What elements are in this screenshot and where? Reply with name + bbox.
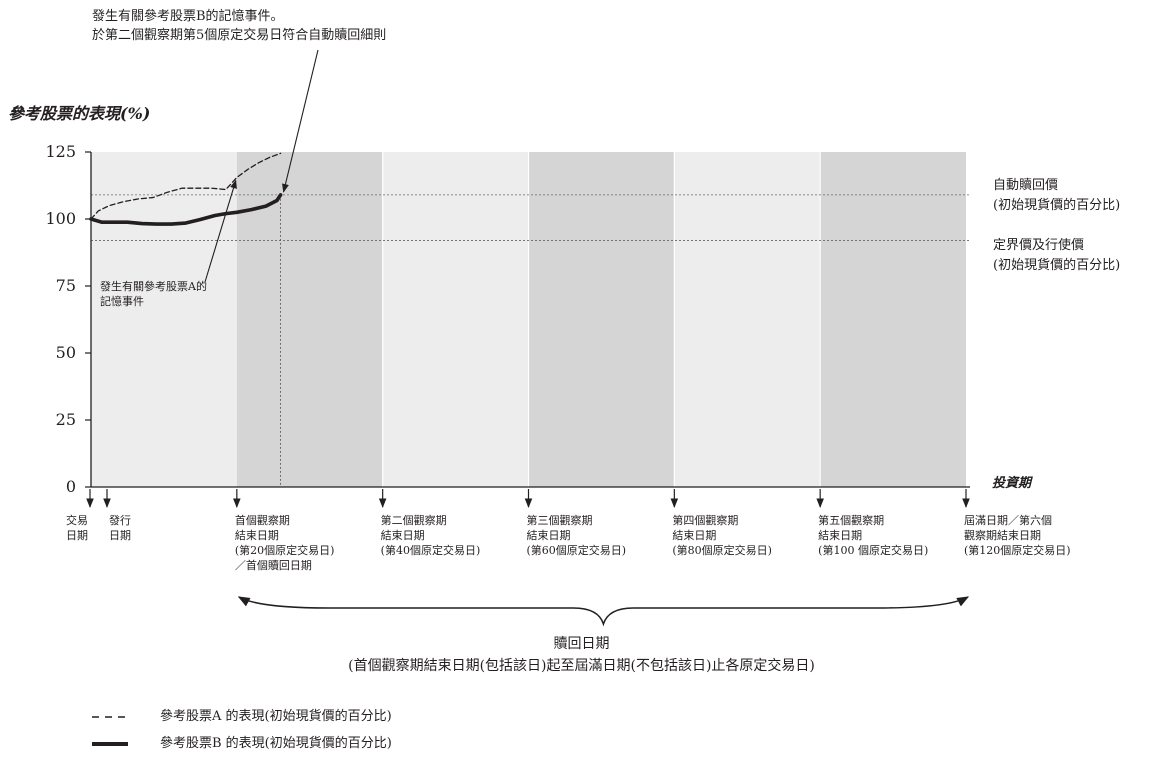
y-tick-label: 25 bbox=[55, 410, 76, 429]
x-marker-label-line: (第120個原定交易日) bbox=[964, 544, 1071, 557]
x-marker-label-line: 第四個觀察期 bbox=[672, 514, 739, 527]
arrow-stock-b-event bbox=[282, 49, 319, 193]
period-band-3 bbox=[528, 152, 675, 487]
y-tick-label: 0 bbox=[65, 477, 76, 496]
solid-line-swatch bbox=[92, 742, 128, 746]
legend-label-stock-b: 參考股票B 的表現(初始現貨價的百分比) bbox=[160, 736, 392, 751]
x-marker-label-line: 發行 bbox=[109, 514, 131, 527]
x-marker-label-4: 第二個觀察期 結束日期 (第40個原定交易日) bbox=[381, 513, 481, 558]
legend-item-stock-a: 參考股票A 的表現(初始現貨價的百分比) bbox=[92, 707, 692, 727]
y-tick-label: 75 bbox=[55, 276, 76, 295]
autocall-level-label: 自動贖回價 (初始現貨價的百分比) bbox=[993, 176, 1120, 216]
legend-label-stock-a: 參考股票A 的表現(初始現貨價的百分比) bbox=[160, 709, 392, 724]
x-marker-label-1: 交易 日期 bbox=[66, 513, 88, 543]
redemption-brace bbox=[237, 596, 970, 627]
barrier-strike-label: 定界價及行使價 (初始現貨價的百分比) bbox=[993, 236, 1120, 276]
x-marker-label-line: (第80個原定交易日) bbox=[672, 544, 772, 557]
x-marker-label-line: 第三個觀察期 bbox=[526, 514, 593, 527]
x-marker-label-line: (第20個原定交易日) bbox=[234, 544, 335, 557]
period-band-2 bbox=[382, 152, 529, 487]
series-line-1 bbox=[90, 152, 282, 220]
x-marker-label-line: 結束日期 bbox=[526, 529, 571, 542]
x-marker-label-6: 第四個觀察期 結束日期 (第80個原定交易日) bbox=[672, 513, 772, 558]
x-marker-label-line: 觀察期結束日期 bbox=[964, 529, 1041, 542]
annotation-stock-a: 發生有關參考股票A的 記憶事件 bbox=[100, 279, 207, 309]
annotation-stock-b-line1: 發生有關參考股票B的記憶事件。 bbox=[92, 9, 284, 24]
annotation-stock-a-line2: 記憶事件 bbox=[100, 295, 144, 308]
period-band-1 bbox=[236, 152, 383, 487]
redemption-brace-path bbox=[237, 596, 970, 627]
y-tick-label: 100 bbox=[45, 209, 76, 228]
axes bbox=[85, 151, 970, 488]
x-marker-label-line: 結束日期 bbox=[672, 529, 717, 542]
x-marker-label-line: 第二個觀察期 bbox=[380, 514, 447, 527]
y-axis-label: 參考股票的表現(%) bbox=[8, 104, 151, 123]
x-marker-label-line: 結束日期 bbox=[380, 529, 425, 542]
redemption-title: 贖回日期 bbox=[553, 636, 610, 652]
x-marker-label-line: 屆滿日期／第六個 bbox=[964, 514, 1052, 527]
x-marker-label-line: 日期 bbox=[109, 529, 131, 542]
reference-lines bbox=[91, 194, 970, 487]
x-marker-label-line: 交易 bbox=[66, 514, 88, 527]
autocall-level-label-line2: (初始現貨價的百分比) bbox=[993, 198, 1121, 213]
x-marker-label-line: (第60個原定交易日) bbox=[526, 544, 627, 557]
x-marker-label-5: 第三個觀察期 結束日期 (第60個原定交易日) bbox=[527, 513, 627, 558]
annotation-stock-b-line2: 於第二個觀察期第5個原定交易日符合自動贖回細則 bbox=[92, 28, 387, 43]
y-tick-label: 125 bbox=[45, 142, 76, 161]
y-tick-label: 50 bbox=[55, 343, 76, 362]
legend-item-stock-b: 參考股票B 的表現(初始現貨價的百分比) bbox=[92, 734, 692, 754]
series-line-2 bbox=[89, 193, 283, 226]
barrier-strike-label-line2: (初始現貨價的百分比) bbox=[993, 258, 1121, 273]
barrier-strike-label-line1: 定界價及行使價 bbox=[993, 238, 1085, 253]
x-marker-label-line: (第100 個原定交易日) bbox=[818, 544, 929, 557]
period-band-5 bbox=[820, 152, 966, 487]
x-marker-label-3: 首個觀察期結束日期 (第20個原定交易日) ／首個贖回日期 bbox=[235, 513, 335, 573]
x-marker-label-line: ／首個贖回日期 bbox=[234, 559, 312, 572]
arrow-stock-a-event bbox=[204, 179, 237, 283]
dashed-line-swatch bbox=[92, 716, 130, 718]
redemption-description: (首個觀察期結束日期(包括該日)起至屆滿日期(不包括該日)止各原定交易日) bbox=[348, 658, 815, 674]
period-band-initial bbox=[91, 152, 237, 487]
period-band-4 bbox=[674, 152, 821, 487]
x-marker-label-line: 結束日期 bbox=[234, 529, 279, 542]
x-marker-arrows bbox=[86, 489, 970, 508]
x-marker-label-line: 結束日期 bbox=[818, 529, 863, 542]
annotation-stock-a-line1: 發生有關參考股票A的 bbox=[100, 280, 207, 293]
autocall-level-label-line1: 自動贖回價 bbox=[993, 178, 1059, 193]
x-marker-label-line: 第五個觀察期 bbox=[818, 514, 885, 527]
annotation-stock-b: 發生有關參考股票B的記憶事件。 於第二個觀察期第5個原定交易日符合自動贖回細則 bbox=[92, 7, 386, 45]
series-lines bbox=[89, 152, 283, 226]
x-axis-label: 投資期 bbox=[992, 476, 1032, 491]
annotation-arrows bbox=[204, 49, 319, 283]
x-marker-label-7: 第五個觀察期 結束日期 (第100 個原定交易日) bbox=[818, 513, 928, 558]
x-marker-label-line: 首個觀察期 bbox=[234, 514, 290, 527]
x-marker-label-line: (第40個原定交易日) bbox=[380, 544, 481, 557]
x-marker-label-8: 屆滿日期／第六個 觀察期結束日期 (第120個原定交易日) bbox=[964, 513, 1071, 558]
observation-bands bbox=[91, 152, 966, 487]
x-marker-label-2: 發行 日期 bbox=[109, 513, 131, 543]
x-marker-label-line: 日期 bbox=[66, 529, 88, 542]
